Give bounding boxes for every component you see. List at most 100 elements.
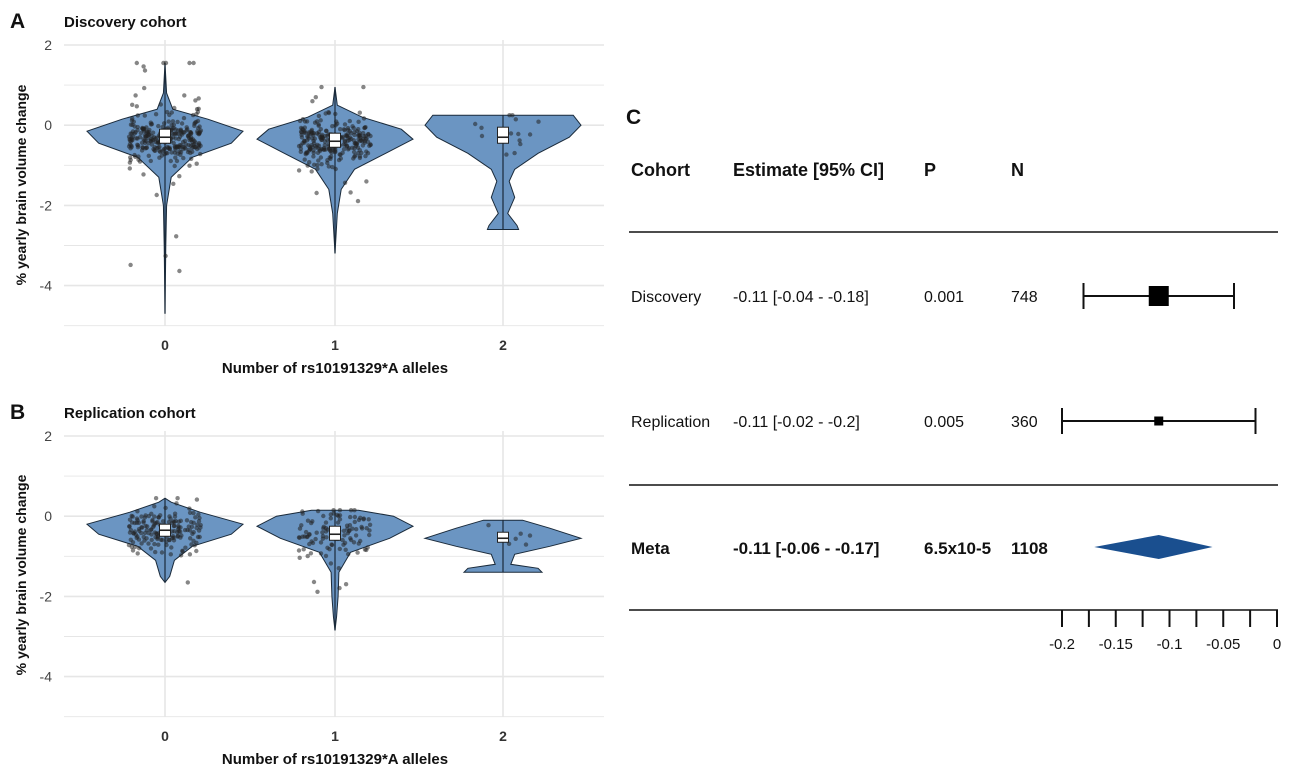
data-point	[158, 513, 163, 518]
panel-b: B Replication cohort 2 0 -2 -4 0 1 2 Number o…	[10, 401, 604, 767]
data-point	[296, 548, 302, 553]
data-point	[316, 158, 321, 163]
data-point	[174, 144, 180, 149]
data-point	[312, 162, 317, 167]
data-point	[367, 522, 373, 527]
panel-b-y-ticks: 2 0 -2 -4	[40, 428, 53, 685]
data-point	[163, 505, 168, 511]
data-point	[145, 129, 150, 134]
data-point	[504, 152, 509, 157]
data-point	[336, 566, 341, 571]
data-point	[144, 125, 149, 130]
x-tick-label: 1	[331, 728, 339, 744]
data-point	[158, 149, 163, 155]
data-point	[197, 515, 202, 521]
data-point	[168, 552, 173, 557]
data-point	[359, 524, 364, 530]
data-point	[193, 140, 198, 145]
data-point	[323, 520, 329, 525]
panel-b-boxes	[159, 523, 509, 543]
data-point	[527, 132, 533, 137]
data-point	[127, 166, 132, 171]
data-point	[162, 121, 167, 126]
y-tick-label: -2	[40, 197, 53, 213]
data-point	[323, 553, 329, 559]
data-point	[363, 133, 369, 138]
data-point	[316, 113, 322, 119]
data-point	[355, 198, 361, 204]
y-tick-label: 0	[44, 117, 52, 133]
data-point	[322, 139, 328, 144]
data-point	[305, 553, 310, 559]
data-point	[338, 156, 343, 161]
data-point	[171, 181, 176, 186]
data-point	[179, 533, 184, 538]
data-point	[137, 135, 143, 140]
data-point	[315, 589, 320, 594]
data-point	[323, 111, 328, 116]
data-point	[129, 131, 134, 136]
data-point	[309, 169, 314, 174]
data-point	[183, 545, 188, 550]
data-point	[351, 149, 357, 155]
panel-a-x-axis-label: Number of rs10191329*A alleles	[222, 360, 448, 377]
data-point	[315, 508, 321, 514]
forest-row-replication: Replication -0.11 [-0.02 - -0.2] 0.005 3…	[631, 414, 1038, 431]
data-point	[191, 510, 196, 516]
data-point	[315, 142, 320, 148]
data-point	[348, 536, 353, 541]
data-point	[307, 532, 312, 537]
data-point	[300, 509, 305, 514]
point-estimate	[1148, 286, 1169, 306]
data-point	[307, 160, 312, 165]
data-point	[333, 166, 338, 172]
data-point	[317, 148, 323, 154]
data-point	[195, 109, 201, 115]
panel-a-y-axis-label: % yearly brain volume change	[13, 84, 29, 285]
data-point	[513, 536, 518, 541]
data-point	[323, 529, 329, 534]
data-point	[197, 534, 202, 540]
data-point	[303, 150, 309, 156]
x-tick-label: -0.15	[1099, 636, 1133, 653]
data-point	[187, 163, 192, 168]
data-point	[310, 540, 316, 546]
data-point	[319, 84, 324, 90]
data-point	[152, 504, 157, 509]
data-point	[142, 515, 148, 520]
data-point	[356, 119, 361, 125]
data-point	[326, 164, 331, 169]
data-point	[178, 529, 183, 534]
data-point	[152, 514, 157, 519]
data-point	[311, 579, 317, 585]
data-point	[177, 174, 182, 179]
y-tick-label: 2	[44, 37, 52, 53]
data-point	[340, 537, 345, 543]
data-point	[153, 549, 158, 555]
data-point	[179, 129, 184, 134]
data-point	[512, 150, 517, 156]
data-point	[149, 142, 155, 147]
panel-c-letter: C	[626, 106, 641, 129]
data-point	[320, 536, 326, 541]
data-point	[192, 543, 197, 548]
data-point	[296, 168, 302, 173]
data-point	[196, 145, 201, 150]
data-point	[345, 131, 350, 137]
data-point	[134, 60, 139, 66]
data-point	[297, 118, 303, 124]
data-point	[131, 119, 136, 125]
y-tick-label: 0	[44, 508, 52, 524]
data-point	[333, 149, 338, 154]
data-point	[142, 113, 147, 118]
forest-marks	[1061, 283, 1257, 559]
data-point	[181, 155, 186, 161]
data-point	[175, 533, 181, 539]
data-point	[342, 122, 348, 127]
data-point	[135, 113, 140, 118]
data-point	[194, 161, 199, 166]
data-point	[189, 542, 194, 547]
forest-cohort-label: Discovery	[631, 289, 701, 306]
data-point	[335, 520, 341, 525]
data-point	[313, 536, 318, 542]
